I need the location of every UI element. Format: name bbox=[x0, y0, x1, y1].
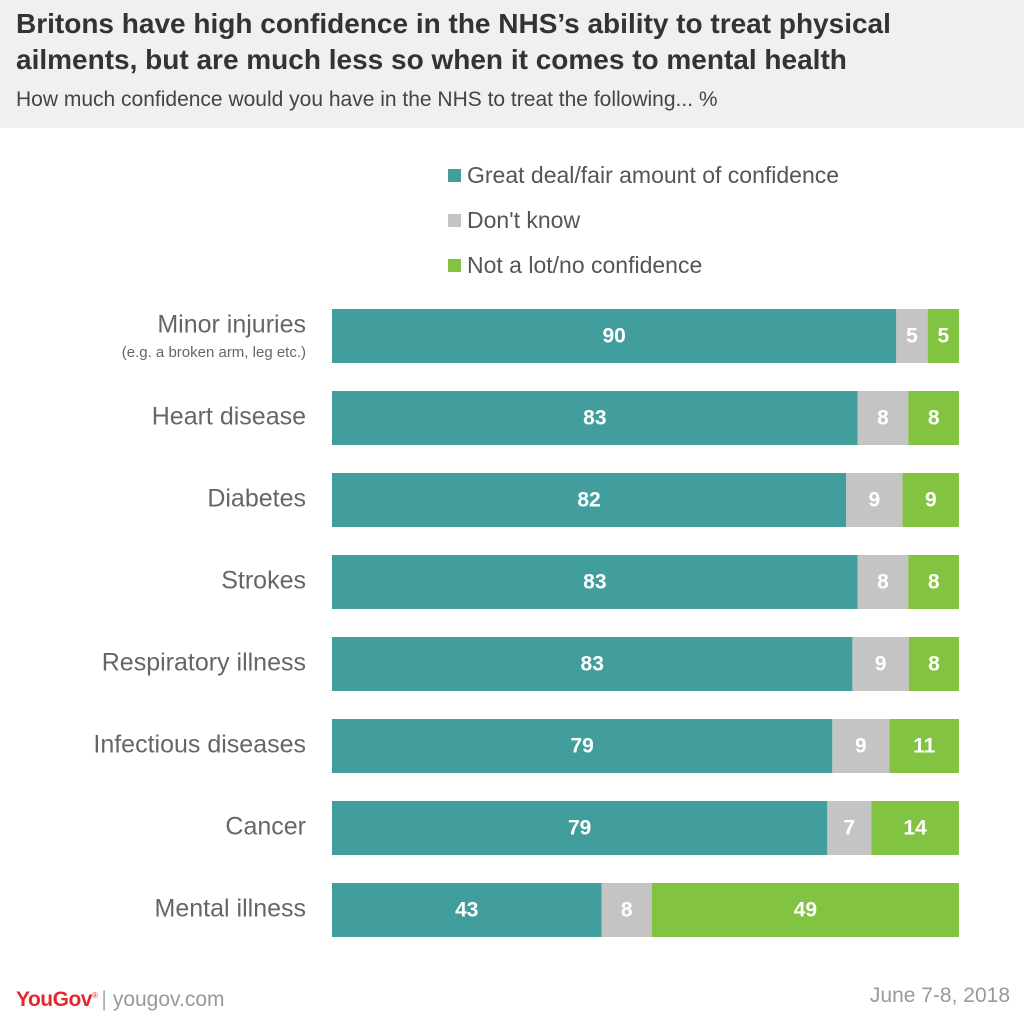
legend-label-no_confidence: Not a lot/no confidence bbox=[467, 252, 702, 278]
footer-site: yougov.com bbox=[112, 988, 225, 1011]
bar-segment-no_confidence bbox=[902, 473, 959, 527]
bar-segment-confidence bbox=[332, 637, 853, 691]
bar-segment-dont_know bbox=[857, 391, 909, 445]
category-label: Diabetes bbox=[207, 485, 306, 513]
legend-swatch-confidence bbox=[448, 169, 461, 182]
data-label-confidence: 43 bbox=[455, 899, 478, 922]
logo-registered-mark: ® bbox=[91, 991, 98, 1000]
data-label-no_confidence: 9 bbox=[925, 489, 937, 512]
bar-segment-confidence bbox=[332, 391, 858, 445]
footer-brand: YouGov® | yougov.com bbox=[16, 982, 225, 1014]
bar-segment-confidence bbox=[332, 309, 897, 363]
data-label-dont_know: 9 bbox=[869, 489, 881, 512]
legend-swatch-no_confidence bbox=[448, 259, 461, 272]
data-label-confidence: 82 bbox=[577, 489, 600, 512]
bar-segment-confidence bbox=[332, 883, 602, 937]
legend-label-confidence: Great deal/fair amount of confidence bbox=[467, 162, 839, 188]
data-label-confidence: 83 bbox=[583, 407, 606, 430]
data-label-dont_know: 8 bbox=[877, 407, 889, 430]
data-label-dont_know: 9 bbox=[855, 735, 867, 758]
bar-segment-no_confidence bbox=[927, 309, 959, 363]
bar-segment-no_confidence bbox=[908, 391, 959, 445]
bar-segment-dont_know bbox=[832, 719, 890, 773]
data-label-no_confidence: 11 bbox=[913, 735, 936, 758]
bar-segment-no_confidence bbox=[871, 801, 959, 855]
data-label-no_confidence: 8 bbox=[928, 571, 940, 594]
data-label-no_confidence: 49 bbox=[794, 899, 817, 922]
legend-label-dont_know: Don't know bbox=[467, 207, 580, 233]
bar-segment-dont_know bbox=[846, 473, 903, 527]
bar-segment-dont_know bbox=[896, 309, 928, 363]
bar-segment-dont_know bbox=[601, 883, 652, 937]
data-label-no_confidence: 8 bbox=[928, 653, 940, 676]
category-sublabel: (e.g. a broken arm, leg etc.) bbox=[122, 344, 306, 361]
data-label-no_confidence: 8 bbox=[928, 407, 940, 430]
data-label-dont_know: 8 bbox=[877, 571, 889, 594]
data-label-dont_know: 7 bbox=[843, 817, 855, 840]
data-label-confidence: 90 bbox=[602, 325, 625, 348]
footer-separator: | bbox=[101, 988, 107, 1011]
bar-segment-no_confidence bbox=[889, 719, 959, 773]
bar-segment-dont_know bbox=[827, 801, 872, 855]
category-label: Strokes bbox=[221, 567, 306, 595]
data-label-confidence: 79 bbox=[570, 735, 593, 758]
data-label-confidence: 79 bbox=[568, 817, 591, 840]
bar-segment-confidence bbox=[332, 801, 828, 855]
yougov-logo: YouGov® bbox=[16, 988, 98, 1011]
bar-segment-confidence bbox=[332, 473, 847, 527]
bar-segment-dont_know bbox=[852, 637, 909, 691]
category-label: Mental illness bbox=[155, 895, 306, 923]
bar-segment-dont_know bbox=[857, 555, 909, 609]
category-label: Cancer bbox=[225, 813, 306, 841]
data-label-dont_know: 8 bbox=[621, 899, 633, 922]
stacked-bar-chart: Great deal/fair amount of confidence Don'… bbox=[93, 162, 959, 937]
category-label: Infectious diseases bbox=[93, 731, 306, 759]
chart-title: Britons have high confidence in the NHS’… bbox=[16, 8, 891, 75]
footer-date: June 7-8, 2018 bbox=[869, 984, 1010, 1007]
data-label-confidence: 83 bbox=[583, 571, 606, 594]
legend-swatch-dont_know bbox=[448, 214, 461, 227]
data-label-confidence: 83 bbox=[581, 653, 604, 676]
category-label: Respiratory illness bbox=[102, 649, 306, 677]
bar-segment-no_confidence bbox=[908, 555, 959, 609]
category-label: Minor injuries bbox=[157, 311, 306, 339]
logo-text: YouGov bbox=[16, 988, 92, 1011]
data-label-no_confidence: 14 bbox=[903, 817, 927, 840]
category-label: Heart disease bbox=[152, 403, 306, 431]
data-label-dont_know: 9 bbox=[875, 653, 887, 676]
bar-segment-no_confidence bbox=[651, 883, 959, 937]
data-label-dont_know: 5 bbox=[906, 325, 918, 348]
chart-subtitle: How much confidence would you have in th… bbox=[16, 88, 718, 111]
bar-segment-confidence bbox=[332, 555, 858, 609]
bar-segment-confidence bbox=[332, 719, 833, 773]
header: Britons have high confidence in the NHS’… bbox=[0, 0, 1024, 128]
data-label-no_confidence: 5 bbox=[937, 325, 949, 348]
bar-segment-no_confidence bbox=[908, 637, 959, 691]
